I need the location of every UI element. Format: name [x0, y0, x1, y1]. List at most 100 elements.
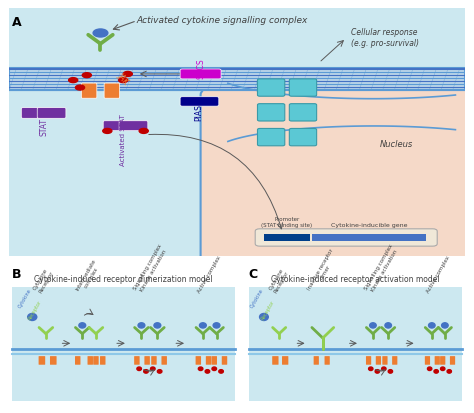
- FancyBboxPatch shape: [9, 8, 465, 256]
- Text: Cytokine-inducible gene: Cytokine-inducible gene: [331, 223, 407, 228]
- FancyBboxPatch shape: [257, 104, 285, 121]
- FancyBboxPatch shape: [264, 234, 310, 241]
- FancyBboxPatch shape: [151, 356, 157, 365]
- Text: Signalling complex
Kinase activation: Signalling complex Kinase activation: [133, 244, 168, 294]
- Circle shape: [82, 73, 91, 78]
- Text: STAT: STAT: [39, 118, 48, 136]
- Circle shape: [79, 323, 86, 328]
- FancyBboxPatch shape: [9, 69, 465, 90]
- FancyBboxPatch shape: [37, 108, 66, 118]
- Circle shape: [144, 370, 148, 373]
- Circle shape: [442, 323, 448, 328]
- FancyBboxPatch shape: [201, 88, 474, 263]
- Text: Cytokine-induced receptor activation model: Cytokine-induced receptor activation mod…: [271, 275, 440, 284]
- FancyBboxPatch shape: [282, 356, 288, 365]
- Circle shape: [157, 370, 162, 373]
- Circle shape: [75, 85, 84, 90]
- Text: Cytokine: Cytokine: [18, 288, 33, 309]
- FancyBboxPatch shape: [383, 356, 388, 365]
- FancyBboxPatch shape: [312, 234, 426, 241]
- Text: Promoter
(STAT binding site): Promoter (STAT binding site): [262, 217, 313, 228]
- Circle shape: [205, 370, 210, 373]
- FancyBboxPatch shape: [249, 287, 462, 401]
- Circle shape: [198, 367, 203, 370]
- Text: SOCS: SOCS: [196, 59, 205, 79]
- FancyBboxPatch shape: [103, 121, 132, 131]
- Circle shape: [434, 370, 438, 373]
- FancyBboxPatch shape: [289, 79, 317, 96]
- FancyBboxPatch shape: [325, 356, 330, 365]
- Text: Receptor: Receptor: [27, 300, 42, 321]
- Text: B: B: [12, 268, 21, 281]
- Circle shape: [219, 370, 223, 373]
- Circle shape: [260, 313, 268, 320]
- FancyBboxPatch shape: [425, 356, 430, 365]
- Text: Cytokine
Receptor: Cytokine Receptor: [33, 268, 55, 294]
- FancyBboxPatch shape: [196, 356, 201, 365]
- FancyBboxPatch shape: [257, 128, 285, 146]
- FancyBboxPatch shape: [314, 356, 319, 365]
- Text: C: C: [249, 268, 258, 281]
- Circle shape: [27, 313, 37, 320]
- FancyBboxPatch shape: [289, 128, 317, 146]
- FancyBboxPatch shape: [104, 83, 119, 98]
- Text: Cellular response
(e.g. pro-survival): Cellular response (e.g. pro-survival): [351, 28, 419, 47]
- FancyBboxPatch shape: [255, 229, 437, 246]
- Circle shape: [428, 367, 432, 370]
- Circle shape: [370, 323, 376, 328]
- Text: Cytokine: Cytokine: [250, 288, 265, 309]
- Text: Intermediate
complex: Intermediate complex: [75, 258, 103, 294]
- FancyBboxPatch shape: [435, 356, 440, 365]
- FancyBboxPatch shape: [88, 356, 93, 365]
- Circle shape: [154, 323, 161, 328]
- Circle shape: [93, 29, 108, 37]
- FancyBboxPatch shape: [21, 108, 52, 118]
- Circle shape: [200, 323, 206, 328]
- Circle shape: [103, 128, 112, 133]
- Text: Activated STAT: Activated STAT: [120, 114, 126, 166]
- FancyBboxPatch shape: [12, 287, 235, 401]
- FancyBboxPatch shape: [180, 69, 221, 79]
- FancyBboxPatch shape: [392, 356, 397, 365]
- FancyBboxPatch shape: [366, 356, 371, 365]
- Circle shape: [447, 370, 451, 373]
- Text: JAK: JAK: [116, 71, 131, 86]
- FancyBboxPatch shape: [75, 356, 81, 365]
- Circle shape: [212, 367, 217, 370]
- Circle shape: [138, 323, 145, 328]
- FancyBboxPatch shape: [450, 356, 455, 365]
- Text: Active complex: Active complex: [426, 255, 451, 294]
- Text: Receptor: Receptor: [261, 300, 276, 321]
- Circle shape: [139, 128, 148, 133]
- Text: Active complex: Active complex: [197, 255, 222, 294]
- Circle shape: [382, 367, 386, 370]
- Circle shape: [137, 367, 141, 370]
- Text: Signalling complex
Kinase activation: Signalling complex Kinase activation: [364, 244, 400, 294]
- FancyBboxPatch shape: [100, 356, 106, 365]
- Circle shape: [388, 370, 392, 373]
- FancyBboxPatch shape: [211, 356, 217, 365]
- FancyBboxPatch shape: [50, 356, 56, 365]
- FancyBboxPatch shape: [222, 356, 227, 365]
- FancyBboxPatch shape: [82, 83, 97, 98]
- Circle shape: [123, 71, 132, 76]
- Text: Nucleus: Nucleus: [380, 140, 413, 149]
- Circle shape: [118, 78, 128, 83]
- FancyBboxPatch shape: [257, 79, 285, 96]
- Text: Activated cytokine signalling complex: Activated cytokine signalling complex: [137, 16, 308, 25]
- Text: A: A: [12, 16, 21, 28]
- Circle shape: [375, 370, 380, 373]
- FancyBboxPatch shape: [38, 356, 45, 365]
- Circle shape: [369, 367, 373, 370]
- FancyBboxPatch shape: [272, 356, 279, 365]
- FancyBboxPatch shape: [376, 356, 381, 365]
- FancyBboxPatch shape: [145, 356, 150, 365]
- FancyBboxPatch shape: [162, 356, 167, 365]
- Circle shape: [213, 323, 220, 328]
- Text: PIAS: PIAS: [194, 104, 203, 121]
- FancyBboxPatch shape: [180, 97, 219, 106]
- Text: Inactive receptor
dimer: Inactive receptor dimer: [306, 248, 339, 294]
- Text: Cytokine-induced receptor dimerization model: Cytokine-induced receptor dimerization m…: [34, 275, 212, 284]
- FancyBboxPatch shape: [289, 104, 317, 121]
- FancyBboxPatch shape: [134, 356, 140, 365]
